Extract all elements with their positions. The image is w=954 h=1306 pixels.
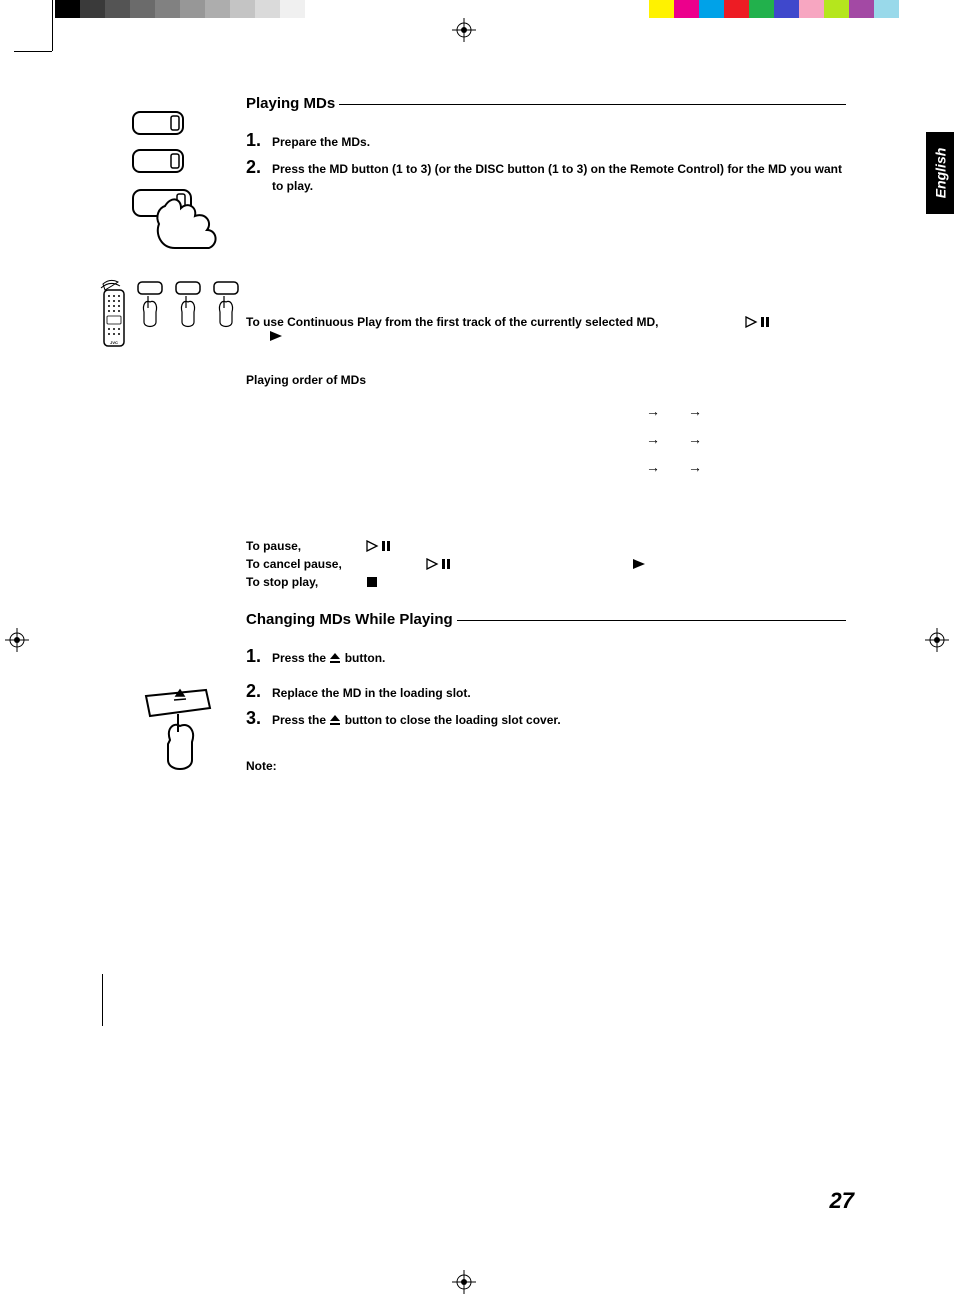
note-label: Note:	[246, 759, 846, 773]
section-title-text: Playing MDs	[246, 95, 335, 112]
eject-icon	[329, 713, 341, 727]
play-pause-icon	[745, 315, 771, 329]
play-pause-icon	[366, 540, 392, 552]
step-text: Replace the MD in the loading slot.	[272, 681, 471, 702]
registration-mark-icon	[452, 1270, 476, 1294]
play-pause-icon	[426, 558, 452, 570]
svg-text:JVC: JVC	[110, 340, 118, 345]
playing-order-title: Playing order of MDs	[246, 373, 846, 387]
arrow-row: →→	[646, 425, 846, 453]
crop-mark	[102, 974, 103, 1026]
registration-mark-icon	[452, 18, 476, 42]
calibration-bar-top	[0, 0, 954, 18]
step-item: 2. Press the MD button (1 to 3) (or the …	[246, 157, 846, 195]
step-text: Prepare the MDs.	[272, 130, 370, 151]
step-text: Press the button to close the loading sl…	[272, 708, 561, 729]
step-number: 1.	[246, 646, 272, 667]
step-number: 2.	[246, 681, 272, 702]
remote-disc-illustration: JVC	[98, 276, 248, 361]
arrow-row: →→	[646, 397, 846, 425]
section-title-changing: Changing MDs While Playing	[246, 611, 846, 628]
registration-mark-icon	[5, 628, 29, 652]
step-number: 2.	[246, 157, 272, 195]
eject-icon	[329, 651, 341, 665]
step-item: 2. Replace the MD in the loading slot.	[246, 681, 846, 702]
step-item: 3. Press the button to close the loading…	[246, 708, 846, 729]
control-cancel-pause: To cancel pause,	[246, 555, 846, 573]
arrow-row: →→	[646, 453, 846, 481]
step-item: 1. Prepare the MDs.	[246, 130, 846, 151]
title-rule	[457, 620, 846, 621]
registration-mark-icon	[925, 628, 949, 652]
language-tab: English	[926, 132, 954, 214]
playing-order-arrows: →→ →→ →→	[646, 397, 846, 481]
step-text: Press the MD button (1 to 3) (or the DIS…	[272, 157, 846, 195]
continuous-play-text: To use Continuous Play from the first tr…	[246, 315, 846, 343]
control-stop: To stop play,	[246, 573, 846, 591]
page-number: 27	[830, 1188, 854, 1214]
page-content: Playing MDs 1. Prepare the MDs. 2. Press…	[246, 95, 846, 773]
step-number: 3.	[246, 708, 272, 729]
step-item: 1. Press the button.	[246, 646, 846, 667]
crop-mark	[52, 0, 53, 51]
section-title-playing: Playing MDs	[246, 95, 846, 112]
crop-mark	[14, 51, 52, 52]
play-icon	[269, 329, 283, 343]
control-pause: To pause,	[246, 537, 846, 555]
play-icon	[632, 559, 646, 569]
md-buttons-illustration	[125, 108, 235, 263]
language-label: English	[932, 148, 948, 199]
eject-button-illustration	[140, 686, 230, 791]
control-lines: To pause, To cancel pause, To stop play,	[246, 537, 846, 591]
steps-list-1: 1. Prepare the MDs. 2. Press the MD butt…	[246, 130, 846, 195]
section-title-text: Changing MDs While Playing	[246, 611, 453, 628]
step-text: Press the button.	[272, 646, 385, 667]
stop-icon	[366, 576, 378, 588]
steps-list-2: 1. Press the button. 2. Replace the MD i…	[246, 646, 846, 729]
title-rule	[339, 104, 846, 105]
step-number: 1.	[246, 130, 272, 151]
